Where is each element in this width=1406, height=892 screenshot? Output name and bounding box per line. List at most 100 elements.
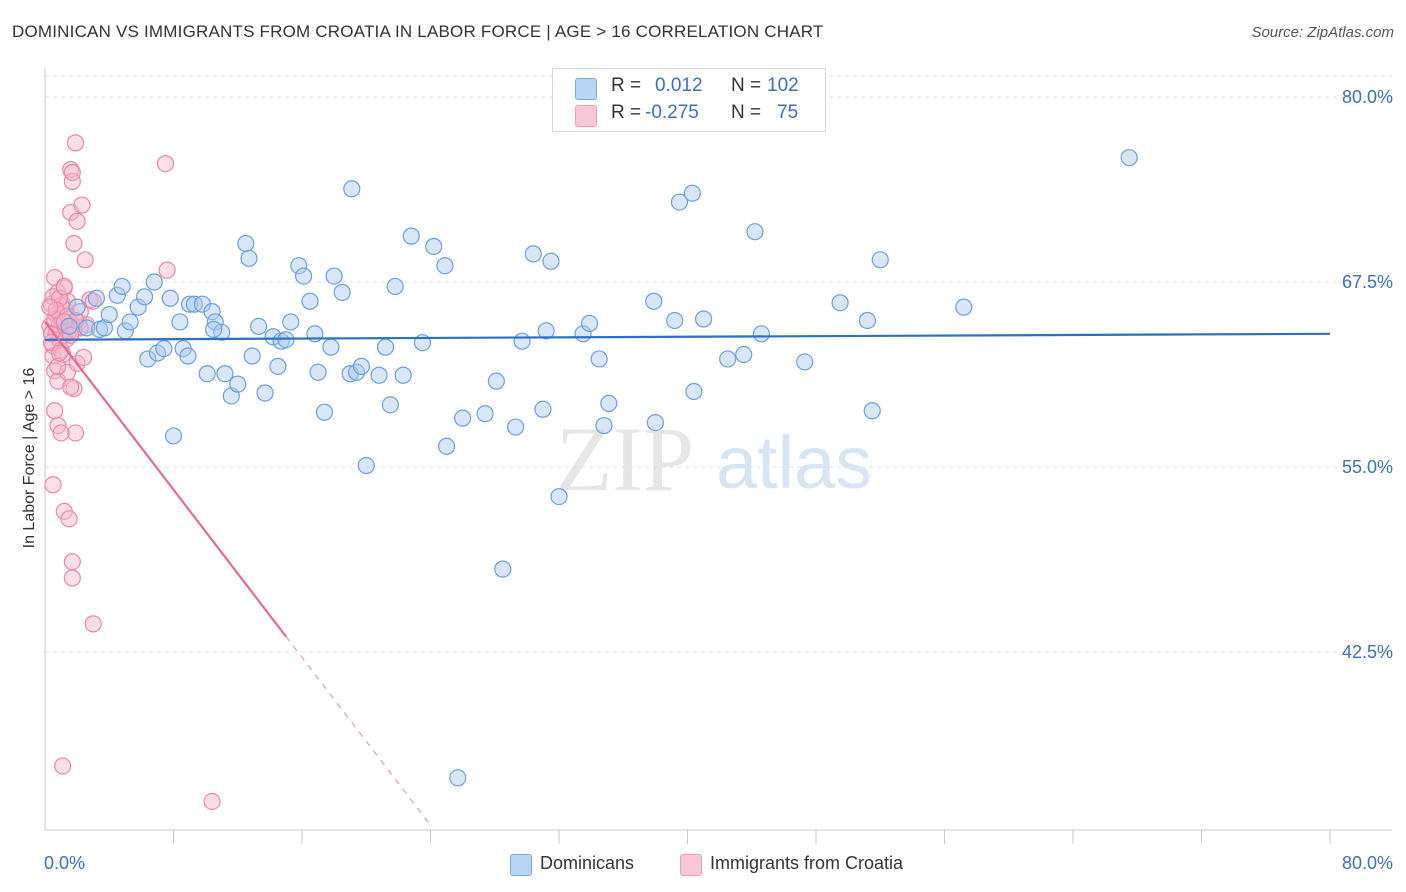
dominican-point: [145, 273, 163, 291]
dominican-point: [315, 403, 334, 421]
croatia-point: [49, 357, 67, 375]
axes: [44, 68, 1392, 844]
chart-title: DOMINICAN VS IMMIGRANTS FROM CROATIA IN …: [12, 22, 824, 41]
croatia-point: [46, 402, 64, 420]
dominican-point: [719, 350, 737, 368]
legend-swatch-blue: [575, 78, 597, 100]
dominican-point: [752, 325, 770, 343]
dominican-point: [386, 277, 404, 296]
dominican-point: [322, 338, 340, 356]
watermark: ZIP atlas: [556, 408, 872, 510]
legend-r-value: -0.275: [645, 102, 699, 123]
dominican-point: [243, 347, 261, 365]
croatia-point: [63, 553, 81, 571]
dominican-point: [858, 311, 877, 330]
dominican-point: [135, 288, 154, 306]
croatia-point: [62, 378, 80, 396]
dominican-point: [694, 310, 713, 328]
dominican-point: [683, 184, 701, 202]
dominican-point: [269, 357, 287, 375]
dominican-point: [129, 298, 147, 316]
dominican-point: [871, 251, 889, 269]
dominican-point: [203, 303, 221, 321]
dominican-point: [646, 414, 664, 432]
bottom-legend-swatch-pink: [680, 854, 702, 876]
dominican-point: [264, 328, 282, 346]
croatia-point: [158, 261, 176, 279]
dominican-point: [645, 292, 663, 310]
dominican-point: [301, 292, 319, 310]
dominican-point: [108, 286, 126, 304]
dominican-point: [205, 320, 223, 338]
dominican-point: [295, 267, 313, 285]
dominican-point: [179, 347, 197, 365]
dominican-point: [746, 223, 764, 241]
gridlines: [45, 75, 1392, 653]
dominican-point: [381, 396, 399, 414]
dominican-point: [113, 277, 131, 296]
croatia-point: [66, 134, 85, 152]
y-tick-label: 55.0%: [1342, 457, 1393, 477]
x-tick-label: 80.0%: [1342, 853, 1393, 873]
bottom-legend-swatch-blue: [510, 854, 532, 876]
y-tick-label: 80.0%: [1342, 87, 1393, 107]
croatia-point: [55, 277, 73, 296]
croatia-point: [44, 476, 62, 494]
dominican-point: [685, 382, 703, 401]
legend-n-value: 102: [767, 75, 799, 96]
croatia-point: [156, 155, 175, 173]
dominican-point: [955, 298, 973, 316]
dominican-point: [863, 402, 881, 420]
dominican-point: [600, 394, 618, 412]
dominican-point: [290, 257, 308, 275]
croatia-point: [52, 424, 70, 442]
dominican-point: [513, 332, 531, 350]
dominican-point: [1120, 149, 1138, 167]
legend-swatch-pink: [575, 105, 597, 127]
dominican-point: [550, 488, 568, 506]
dominican-point: [831, 294, 849, 312]
legend-n-value: 75: [777, 102, 799, 123]
dominican-point: [240, 249, 258, 267]
dominican-trend-line: [44, 332, 1331, 341]
dominican-point: [164, 427, 183, 445]
dominican-point: [216, 365, 234, 383]
croatia-point: [66, 424, 85, 442]
legend-r-label: R =: [611, 75, 642, 96]
bottom-legend-label: Immigrants from Croatia: [710, 853, 904, 873]
x-tick-label: 0.0%: [44, 853, 85, 873]
croatia-point: [63, 569, 81, 587]
croatia-point: [203, 792, 221, 811]
dominican-point: [357, 456, 375, 475]
dominican-point: [333, 283, 351, 301]
dominican-point: [229, 375, 247, 393]
croatia-point: [44, 288, 62, 306]
croatia-point: [54, 757, 72, 775]
dominican-point: [60, 317, 78, 335]
dominican-point: [376, 338, 395, 356]
dominican-point: [542, 252, 560, 270]
y-tick-label: 67.5%: [1342, 272, 1393, 292]
dominican-point: [487, 372, 505, 390]
dominican-point: [121, 313, 139, 331]
croatia-point: [84, 615, 102, 633]
dominican-point: [796, 353, 814, 371]
dominican-point: [282, 313, 300, 331]
dominican-point: [250, 317, 268, 335]
croatia-trend-line: [44, 321, 287, 638]
dominican-point: [78, 319, 96, 337]
dominican-point: [454, 409, 472, 427]
dominican-point: [155, 340, 173, 358]
croatia-point: [76, 251, 94, 269]
croatia-point: [63, 163, 81, 182]
dominican-point: [100, 305, 118, 324]
dominican-point: [343, 180, 361, 198]
watermark-zip: ZIP: [556, 408, 694, 510]
dominican-point: [68, 298, 86, 316]
trend-lines: [44, 321, 1331, 826]
dominican-point: [436, 257, 454, 275]
legend-n-label: N =: [731, 102, 762, 123]
legend-n-label: N =: [731, 75, 762, 96]
dominican-point: [180, 295, 199, 313]
